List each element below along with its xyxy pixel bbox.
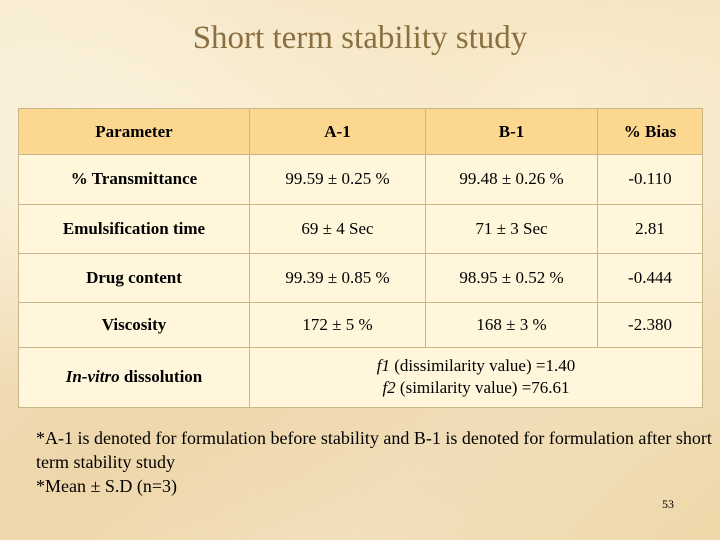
- row-bias-value: -0.444: [597, 252, 703, 304]
- table-header-row: Parameter A-1 B-1 % Bias: [18, 107, 703, 156]
- row-parameter: Viscosity: [18, 302, 250, 348]
- table-row: Emulsification time 69 ± 4 Sec 71 ± 3 Se…: [18, 203, 703, 254]
- row-parameter: Drug content: [18, 252, 250, 304]
- row-b1-value: 71 ± 3 Sec: [425, 203, 598, 254]
- f2-line: f2 (similarity value) =76.61: [382, 378, 570, 398]
- row-b1-value: 168 ± 3 %: [425, 302, 598, 348]
- table-row-dissolution: In-vitro dissolution f1 (dissimilarity v…: [18, 346, 703, 409]
- row-bias-value: 2.81: [597, 203, 703, 254]
- table-row: % Transmittance 99.59 ± 0.25 % 99.48 ± 0…: [18, 154, 703, 205]
- row-a1-value: 99.59 ± 0.25 %: [249, 154, 426, 205]
- header-b1: B-1: [425, 107, 598, 156]
- row-a1-value: 99.39 ± 0.85 %: [249, 252, 426, 304]
- row-a1-value: 69 ± 4 Sec: [249, 203, 426, 254]
- footnote-statistics: *Mean ± S.D (n=3): [36, 476, 178, 496]
- footnotes: *A-1 is denoted for formulation before s…: [36, 426, 716, 498]
- slide-title: Short term stability study: [192, 20, 528, 56]
- stability-table: Parameter A-1 B-1 % Bias % Transmittance…: [18, 107, 703, 409]
- f1-line: f1 (dissimilarity value) =1.40: [376, 356, 576, 376]
- footnote-abbreviation: *A-1 is denoted for formulation before s…: [36, 428, 712, 472]
- header-a1: A-1: [249, 107, 426, 156]
- row-b1-value: 99.48 ± 0.26 %: [425, 154, 598, 205]
- row-bias-value: -0.110: [597, 154, 703, 205]
- row-parameter: In-vitro dissolution: [18, 346, 250, 409]
- row-a1-value: 172 ± 5 %: [249, 302, 426, 348]
- row-parameter: Emulsification time: [18, 203, 250, 254]
- row-b1-value: 98.95 ± 0.52 %: [425, 252, 598, 304]
- page-number: 53: [662, 497, 674, 511]
- dissolution-result: f1 (dissimilarity value) =1.40 f2 (simil…: [249, 346, 703, 409]
- header-parameter: Parameter: [18, 107, 250, 156]
- table-row: Viscosity 172 ± 5 % 168 ± 3 % -2.380: [18, 302, 703, 348]
- header-bias: % Bias: [597, 107, 703, 156]
- table-row: Drug content 99.39 ± 0.85 % 98.95 ± 0.52…: [18, 252, 703, 304]
- row-bias-value: -2.380: [597, 302, 703, 348]
- row-parameter: % Transmittance: [18, 154, 250, 205]
